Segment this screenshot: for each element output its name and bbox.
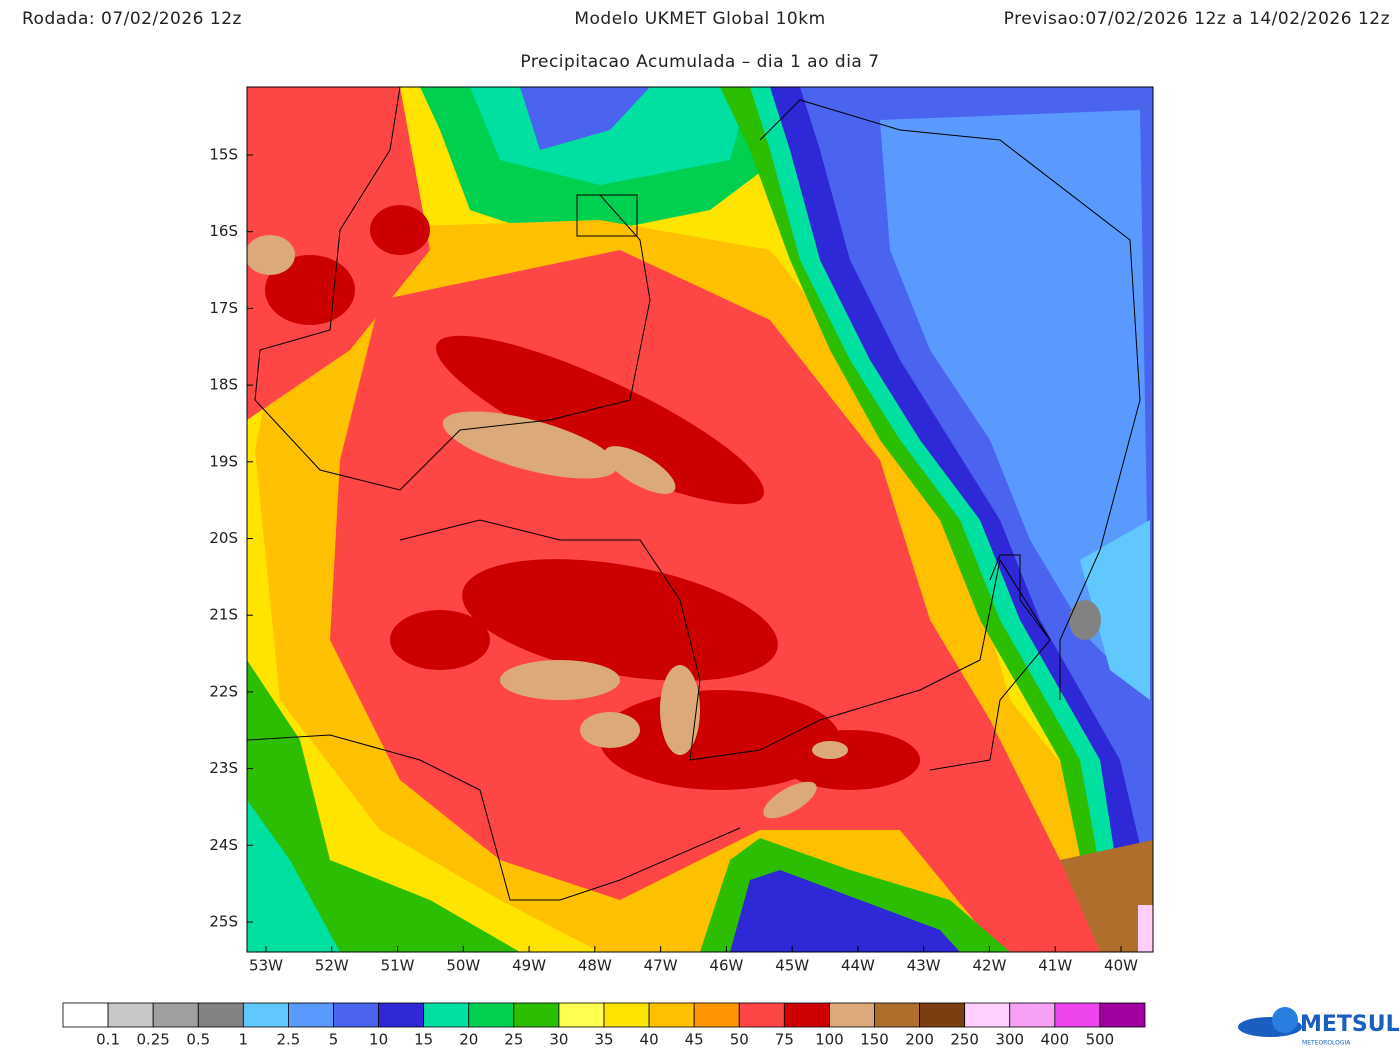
colorbar-box [558,1002,605,1028]
colorbar-box [62,1002,109,1028]
colorbar-label: 40 [640,1031,659,1049]
lat-label: 21S [209,606,238,624]
lat-label: 19S [209,452,238,470]
colorbar-box [829,1002,875,1028]
colorbar-label: 30 [549,1031,568,1049]
colorbar-label: 45 [685,1031,704,1049]
colorbar-box [1009,1002,1056,1028]
lat-label: 22S [209,682,238,700]
lat-label: 15S [209,146,238,164]
lon-label: 46W [709,957,743,975]
colorbar-label: 200 [905,1031,934,1049]
colorbar-box [783,1002,830,1028]
map-frame [246,86,1154,953]
colorbar-label: 1 [239,1031,249,1049]
lat-label: 25S [209,913,238,931]
colorbar-box [107,1002,154,1028]
colorbar-label: 50 [730,1031,749,1049]
lon-label: 43W [907,957,941,975]
colorbar-box [919,1002,966,1028]
lon-label: 44W [841,957,875,975]
colorbar-box [603,1002,650,1028]
colorbar-label: 35 [594,1031,613,1049]
colorbar-box [288,1002,334,1028]
colorbar-label: 250 [950,1031,979,1049]
lon-label: 52W [315,957,349,975]
colorbar-box [423,1002,470,1028]
lon-label: 40W [1104,957,1138,975]
colorbar-label: 500 [1086,1031,1115,1049]
colorbar-label: 300 [995,1031,1024,1049]
colorbar-box [378,1002,425,1028]
lon-label: 49W [512,957,546,975]
colorbar-label: 75 [775,1031,794,1049]
precip-field [247,87,1153,952]
map-axes: 15S 16S 17S 18S 19S 20S 21S 22S 23S 24S 25S 53W 52W 5… [209,146,1138,975]
colorbar-label: 100 [815,1031,844,1049]
colorbar-label: 10 [369,1031,388,1049]
colorbar-box [333,1002,379,1028]
subtitle: Precipitacao Acumulada – dia 1 ao dia 7 [520,52,879,72]
colorbar-label: 0.5 [186,1031,210,1049]
colorbar-box [874,1002,920,1028]
colorbar-label: 15 [414,1031,433,1049]
lon-label: 53W [249,957,283,975]
colorbar-box [648,1002,695,1028]
colorbar-label: 20 [459,1031,478,1049]
lat-label: 20S [209,529,238,547]
model-title: Modelo UKMET Global 10km [574,9,825,29]
lon-label: 48W [578,957,612,975]
lat-label: 17S [209,299,238,317]
colorbar-label: 0.1 [96,1031,120,1049]
colorbar-box [1099,1002,1146,1028]
colorbar: 0.1 0.25 0.5 1 2.5 5 10 15 20 25 30 35 40 45 50 75 100 15… [62,1002,1146,1049]
colorbar-label: 5 [329,1031,339,1049]
colorbar-box [242,1002,289,1028]
lon-label: 47W [644,957,678,975]
lat-label: 23S [209,759,238,777]
colorbar-box [152,1002,199,1028]
logo: METSUL METEOROLOGIA [1238,1007,1400,1047]
lat-label: 16S [209,222,238,240]
colorbar-box [738,1002,785,1028]
colorbar-label: 25 [504,1031,523,1049]
colorbar-label: 0.25 [136,1031,169,1049]
lon-label: 51W [381,957,415,975]
colorbar-label: 2.5 [276,1031,300,1049]
logo-tagline: METEOROLOGIA [1302,1040,1351,1047]
lat-label: 18S [209,376,238,394]
colorbar-box [513,1002,560,1028]
forecast-label: Previsao:07/02/2026 12z a 14/02/2026 12z [1004,9,1390,29]
lon-label: 41W [1038,957,1072,975]
colorbar-box [197,1002,244,1028]
lon-label: 45W [775,957,809,975]
colorbar-box [1054,1002,1101,1028]
logo-name: METSUL [1300,1012,1400,1037]
run-label: Rodada: 07/02/2026 12z [22,9,242,29]
colorbar-label: 150 [860,1031,889,1049]
colorbar-box [468,1002,515,1028]
colorbar-label: 400 [1041,1031,1070,1049]
colorbar-box [964,1002,1011,1028]
lon-label: 42W [973,957,1007,975]
colorbar-box [693,1002,740,1028]
lat-label: 24S [209,836,238,854]
lon-label: 50W [446,957,480,975]
